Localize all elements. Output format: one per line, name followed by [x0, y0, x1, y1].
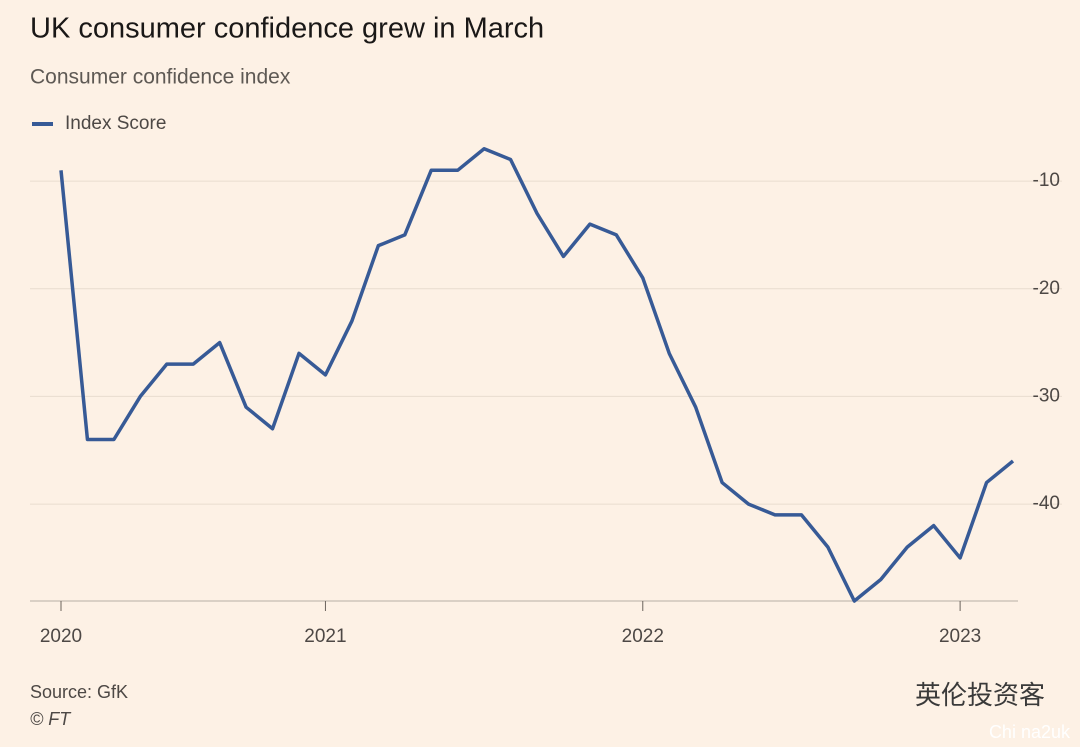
y-tick-label: -30	[1033, 385, 1060, 406]
watermark-sub: Chi na2uk	[989, 722, 1071, 742]
x-tick-label: 2021	[304, 626, 346, 647]
y-tick-label: -40	[1033, 493, 1060, 514]
chart-title: UK consumer confidence grew in March	[30, 13, 544, 45]
source: Source: GfK	[30, 682, 128, 702]
watermark: 英伦投资客	[915, 680, 1045, 710]
y-tick-label: -10	[1033, 170, 1060, 191]
legend-label: Index Score	[65, 113, 166, 134]
x-tick-label: 2020	[40, 626, 82, 647]
data-line	[59, 147, 1015, 603]
x-tick-label: 2022	[622, 626, 664, 647]
chart-subtitle: Consumer confidence index	[30, 66, 291, 89]
y-tick-label: -20	[1033, 278, 1060, 299]
x-tick-label: 2023	[939, 626, 981, 647]
credit: © FT	[30, 709, 72, 729]
